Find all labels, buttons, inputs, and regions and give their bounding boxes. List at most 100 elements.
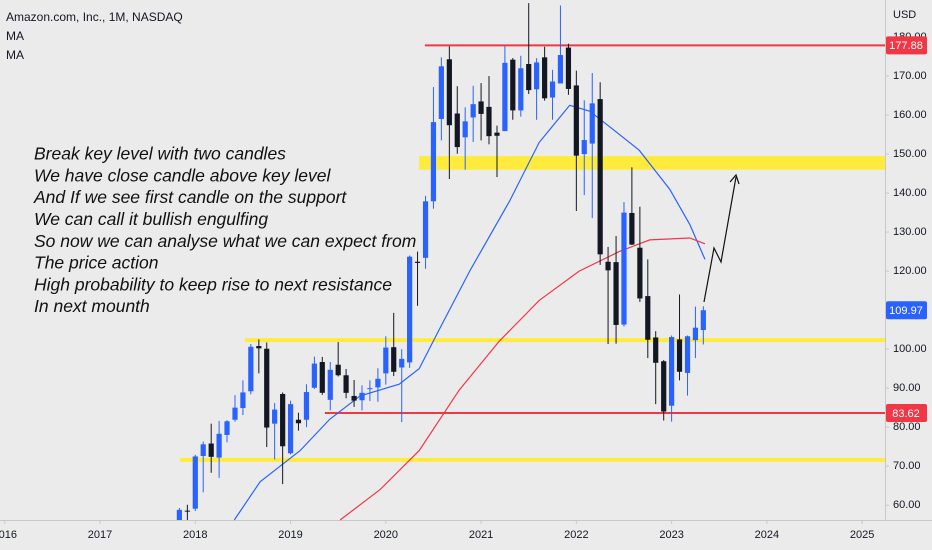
candle-body — [343, 375, 349, 393]
candle-body — [510, 59, 516, 111]
level-price-tag-box — [886, 404, 927, 423]
x-tick-label: 2017 — [88, 529, 112, 541]
x-tick-label: 2025 — [850, 529, 874, 541]
candle-body — [192, 456, 198, 509]
candle-body — [486, 106, 492, 137]
drawn-arrow — [703, 173, 740, 303]
y-tick-label: 140.00 — [893, 187, 927, 199]
moving-average — [339, 237, 706, 521]
x-tick-label: 2022 — [564, 529, 588, 541]
candle-body — [208, 443, 214, 457]
candle-body — [216, 433, 222, 458]
candle-body — [446, 59, 452, 126]
candle-body — [700, 310, 706, 331]
y-tick-label: 130.00 — [893, 226, 927, 238]
support-zone — [419, 156, 885, 170]
candle-body — [256, 346, 262, 349]
candle-body — [335, 364, 341, 376]
candle-body — [645, 296, 651, 340]
candle-body — [637, 247, 643, 299]
level-price-tag-box — [886, 36, 927, 55]
y-tick-label: 100.00 — [893, 343, 927, 355]
candle-body — [494, 132, 500, 136]
x-tick-label: 2018 — [183, 529, 207, 541]
y-tick-label: 80.00 — [893, 421, 921, 433]
indicator-label: MA — [6, 48, 24, 62]
candle-body — [534, 62, 540, 90]
candle-body — [351, 395, 357, 401]
annotation-text: We have close candle above key level — [34, 165, 331, 185]
candle-body — [542, 57, 548, 99]
candle-body — [359, 392, 365, 401]
y-tick-label: 120.00 — [893, 265, 927, 277]
candle-body — [430, 122, 437, 202]
y-tick-label: 150.00 — [893, 148, 927, 160]
annotation-text: In next mounth — [34, 296, 150, 316]
x-tick-label: 2024 — [755, 529, 779, 541]
candle-body — [327, 369, 333, 400]
currency-label: USD — [893, 9, 916, 21]
candle-body — [280, 393, 286, 447]
candle-body — [272, 409, 278, 424]
candle-body — [684, 336, 691, 373]
annotation-text: Break key level with two candles — [34, 144, 286, 164]
candle-body — [232, 407, 238, 420]
candle-body — [224, 421, 230, 435]
last-price-tag: 109.97 — [889, 305, 923, 317]
candle-body — [526, 63, 532, 91]
chart-title: Amazon.com, Inc., 1M, NASDAQ — [6, 10, 183, 24]
annotation-text: The price action — [34, 253, 159, 273]
candle-body — [621, 212, 627, 325]
candle-body — [518, 68, 524, 111]
candle-body — [581, 140, 587, 155]
candle-body — [407, 256, 413, 363]
level-price-tag: 83.62 — [892, 408, 920, 420]
candle-body — [311, 363, 317, 388]
annotation-text: And If we see first candle on the suppor… — [33, 187, 347, 207]
candle-body — [184, 510, 190, 512]
candle-body — [557, 55, 564, 84]
candle-body — [589, 103, 595, 144]
candle-body — [176, 509, 182, 520]
annotation-text: We can call it bullish engulfing — [34, 209, 268, 229]
y-tick-label: 170.00 — [893, 70, 927, 82]
x-tick-label: 2019 — [278, 529, 302, 541]
arrow-path — [703, 176, 737, 303]
candle-body — [676, 339, 683, 372]
candle-body — [549, 81, 556, 98]
annotation-text: So now we can analyse what we can expect… — [34, 231, 416, 251]
candle-body — [470, 104, 476, 118]
candle-body — [573, 85, 579, 156]
x-tick-label: 2016 — [0, 529, 17, 541]
candle-body — [454, 113, 460, 148]
candle-body — [605, 261, 611, 271]
annotation-text: High probability to keep rise to next re… — [34, 274, 392, 294]
candle-body — [303, 392, 310, 420]
candle-body — [597, 99, 603, 255]
candle-body — [287, 404, 294, 454]
candle-body — [462, 121, 468, 138]
candle-body — [653, 337, 659, 363]
level-price-tag: 177.88 — [889, 40, 923, 52]
y-tick-label: 70.00 — [893, 460, 921, 472]
y-tick-label: 90.00 — [893, 382, 921, 394]
candle-body — [438, 66, 444, 119]
candle-body — [383, 347, 389, 374]
candle-body — [264, 348, 270, 428]
x-tick-label: 2023 — [659, 529, 683, 541]
last-price-tag-box — [886, 301, 927, 320]
candle-body — [319, 362, 325, 393]
y-tick-label: 60.00 — [893, 499, 921, 511]
candle-body — [295, 419, 302, 424]
candle-body — [565, 47, 572, 89]
candle-body — [629, 212, 635, 245]
candle-body — [414, 261, 421, 263]
candle-body — [478, 101, 484, 114]
candle-body — [248, 346, 254, 392]
candle-body — [367, 388, 373, 390]
indicator-label: MA — [6, 29, 24, 43]
candle-body — [669, 337, 675, 406]
x-tick-label: 2020 — [374, 529, 398, 541]
candle-body — [200, 444, 206, 457]
